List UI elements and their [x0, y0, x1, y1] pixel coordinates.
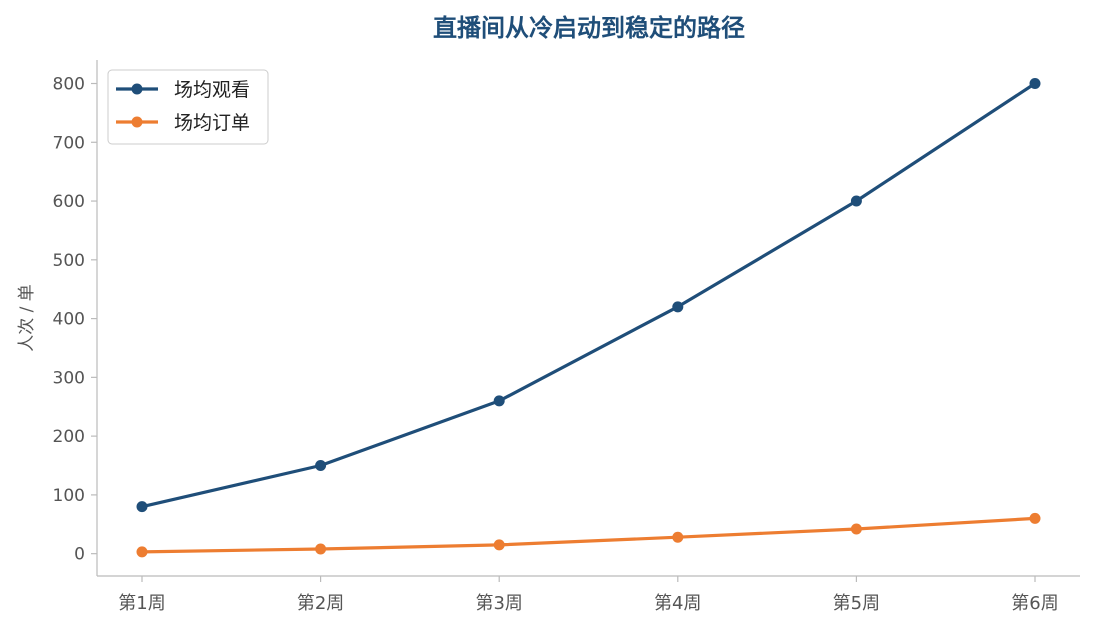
- data-point: [136, 501, 148, 513]
- legend-item: 场均订单: [116, 112, 250, 134]
- data-point: [672, 301, 684, 313]
- y-tick-label: 100: [53, 486, 85, 506]
- x-tick-label: 第4周: [654, 593, 701, 614]
- y-tick-label: 300: [53, 368, 85, 388]
- y-tick-label: 700: [53, 133, 85, 153]
- data-point: [672, 531, 684, 543]
- chart-title: 直播间从冷启动到稳定的路径: [433, 14, 745, 42]
- series-line: [140, 81, 1037, 509]
- data-point: [850, 195, 862, 207]
- x-tick-label: 第2周: [297, 593, 344, 614]
- y-tick-label: 800: [53, 75, 85, 95]
- series-2: [136, 512, 1041, 558]
- x-tick-label: 第1周: [118, 593, 165, 614]
- x-tick-label: 第5周: [833, 593, 880, 614]
- series-layer: [136, 78, 1041, 558]
- series-1: [136, 78, 1041, 513]
- axes: 0 100 200 300 400 500 600 700 800 第1周 第2周 第3周 第4周 第5周…: [53, 60, 1080, 614]
- y-axis-label: 人次 / 单: [17, 284, 37, 352]
- data-point: [1029, 512, 1041, 524]
- y-tick-label: 200: [53, 427, 85, 447]
- legend-swatch-marker: [131, 116, 143, 128]
- data-point: [850, 523, 862, 535]
- legend-label: 场均观看: [174, 79, 250, 101]
- legend-item: 场均观看: [116, 79, 250, 101]
- data-point: [493, 395, 505, 407]
- y-tick-label: 600: [53, 192, 85, 212]
- data-point: [136, 546, 148, 558]
- y-tick-label: 500: [53, 251, 85, 271]
- legend-label: 场均订单: [174, 112, 250, 134]
- data-point: [1029, 78, 1041, 90]
- data-point: [315, 543, 327, 555]
- y-tick-label: 400: [53, 310, 85, 330]
- data-point: [493, 539, 505, 551]
- y-tick-label: 0: [74, 545, 85, 565]
- x-tick-label: 第3周: [475, 593, 522, 614]
- series-line: [140, 516, 1037, 554]
- data-point: [315, 460, 327, 472]
- x-tick-label: 第6周: [1011, 593, 1058, 614]
- legend-swatch-marker: [131, 83, 143, 95]
